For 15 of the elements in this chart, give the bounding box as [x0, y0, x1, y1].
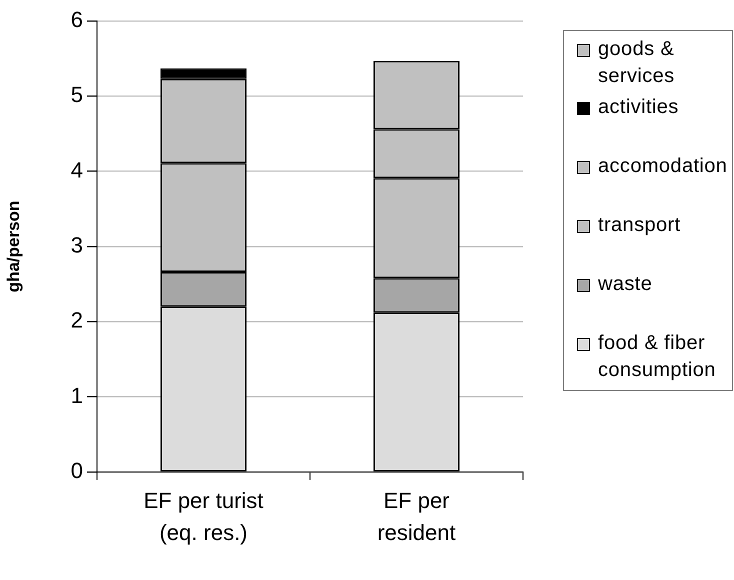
- y-axis-title: gha/person: [4, 200, 23, 292]
- legend-label: activities: [598, 95, 680, 120]
- y-tick-label: 1: [70, 382, 83, 408]
- y-tick-label: 0: [70, 458, 83, 484]
- y-tick-label: 6: [70, 7, 83, 32]
- y-tick-label: 3: [70, 232, 83, 258]
- y-tick-label: 4: [70, 157, 83, 182]
- y-tick-label: 2: [70, 308, 83, 333]
- x-tick-label: EF per resident: [377, 488, 456, 545]
- legend-label: transport: [598, 212, 682, 238]
- legend-label: waste: [598, 272, 654, 297]
- x-tick-label: EF per turist (eq. res.): [144, 488, 264, 545]
- legend-label: accomodation: [598, 154, 728, 180]
- legend-label: food & fiber consumption: [598, 330, 717, 382]
- y-tick-label: 5: [70, 82, 83, 108]
